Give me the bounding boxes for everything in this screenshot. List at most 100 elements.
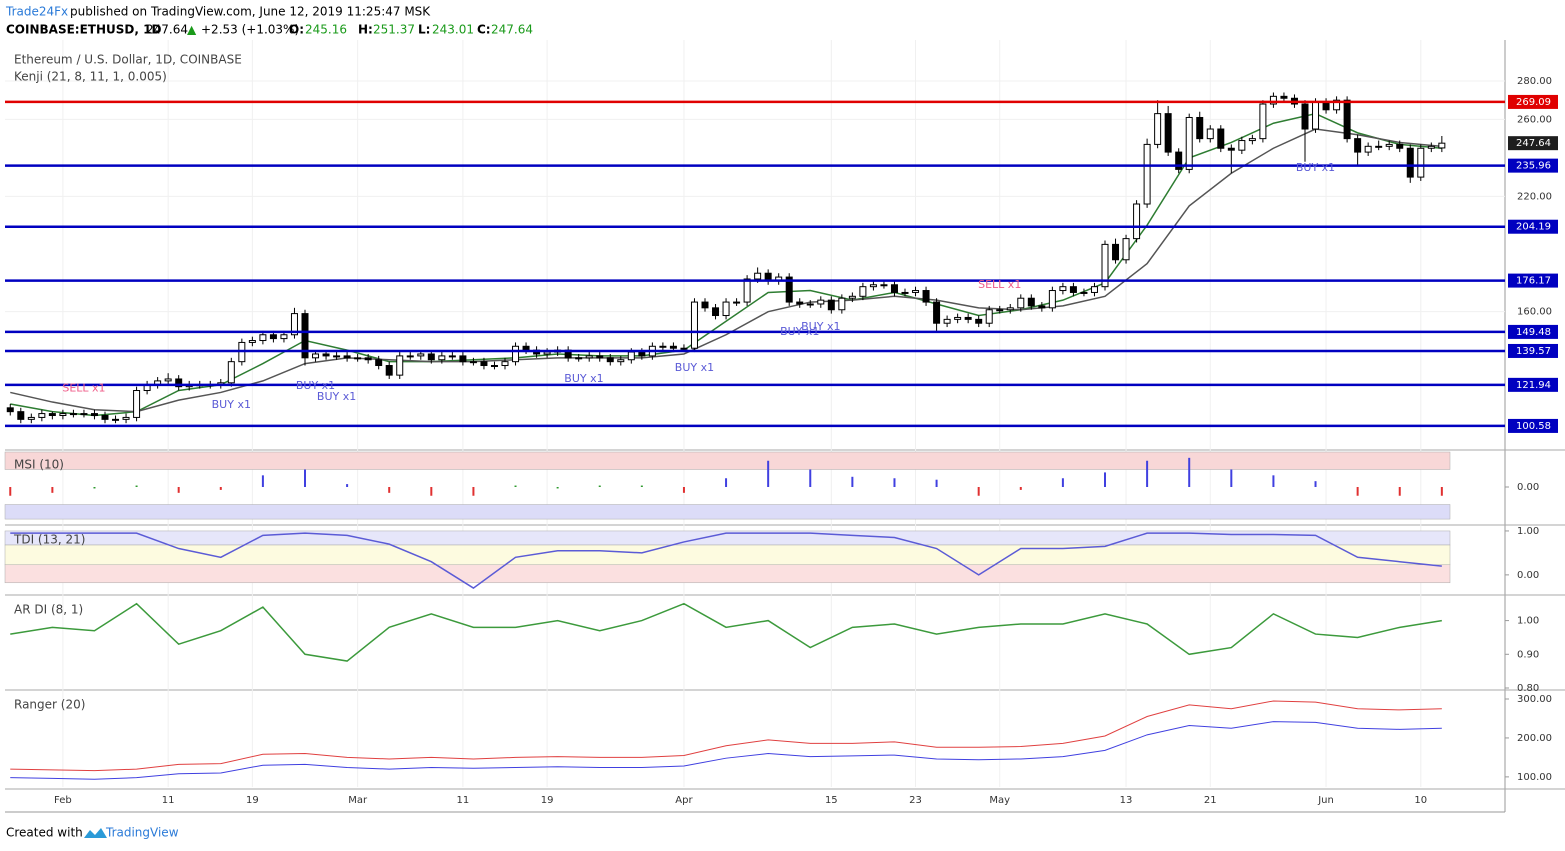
- candle-body: [585, 355, 593, 359]
- candle-body: [975, 318, 983, 324]
- candle-body: [480, 361, 488, 367]
- candle-body: [280, 334, 288, 340]
- signal-label: BUY x1: [296, 379, 335, 392]
- histogram-bar: [261, 475, 264, 487]
- candle-body: [522, 345, 530, 351]
- y-tick-label: 200.00: [1517, 733, 1552, 744]
- histogram-bar: [472, 487, 475, 496]
- x-tick-label: 13: [1120, 795, 1133, 806]
- histogram-bar: [1314, 481, 1317, 487]
- band: [4, 504, 1451, 520]
- candle-body: [1038, 305, 1046, 309]
- candle-body: [627, 351, 635, 361]
- candle-body: [1154, 113, 1162, 145]
- histogram-bar: [682, 487, 685, 493]
- histogram-bar: [51, 487, 54, 493]
- brand: Trade24Fx: [5, 5, 68, 19]
- published: published on TradingView.com, June 12, 2…: [70, 5, 431, 19]
- candle-body: [122, 416, 130, 420]
- y-tick-label: 0.00: [1517, 482, 1539, 493]
- last: 247.64: [146, 23, 188, 37]
- candle-body: [1133, 203, 1141, 240]
- histogram-bar: [388, 487, 391, 493]
- candle-body: [469, 361, 477, 364]
- histogram-bar: [1061, 478, 1064, 487]
- candle-body: [354, 357, 362, 360]
- candle-body: [80, 413, 88, 416]
- histogram-bar: [598, 485, 601, 487]
- histogram-bar: [977, 487, 980, 496]
- x-tick-label: 21: [1204, 795, 1217, 806]
- level-label: 235.96: [1516, 161, 1551, 172]
- histogram-bar: [725, 478, 728, 487]
- candle-body: [996, 309, 1004, 312]
- y-tick-label: 220.00: [1517, 191, 1552, 202]
- histogram-bar: [851, 476, 854, 487]
- candle-body: [406, 355, 414, 358]
- candle-body: [164, 378, 172, 382]
- level-tag: [1508, 273, 1558, 288]
- histogram-bar: [1104, 472, 1106, 487]
- candle-body: [375, 359, 383, 367]
- x-tick-label: 11: [457, 795, 470, 806]
- candle-body: [512, 345, 520, 363]
- pane-title: AR DI (8, 1): [14, 603, 83, 617]
- x-tick-label: 11: [162, 795, 175, 806]
- x-tick-label: Jun: [1317, 795, 1334, 806]
- candle-body: [596, 355, 604, 359]
- candle-body: [501, 361, 509, 367]
- ohlc-label: L:: [418, 23, 430, 37]
- x-tick-label: Mar: [348, 795, 368, 806]
- candle-body: [38, 413, 46, 418]
- level-label: 139.57: [1516, 346, 1551, 357]
- x-tick-label: 19: [541, 795, 554, 806]
- candle-body: [1059, 286, 1067, 292]
- level-label: 100.58: [1516, 421, 1551, 432]
- candle-body: [1385, 143, 1393, 147]
- candle-body: [1017, 297, 1025, 309]
- candle-body: [438, 355, 446, 361]
- arrow: ▲: [187, 23, 197, 37]
- candle-body: [1185, 116, 1193, 170]
- candle-body: [1354, 138, 1362, 153]
- histogram-bar: [304, 469, 306, 487]
- candle-body: [248, 340, 256, 343]
- ohlc-label: O:: [289, 23, 304, 37]
- level-tag: [1508, 343, 1558, 358]
- candle-body: [227, 361, 235, 384]
- candle-body: [1175, 151, 1183, 170]
- y-tick-label: 280.00: [1517, 76, 1552, 87]
- histogram-bar: [809, 469, 812, 487]
- candle-body: [543, 351, 551, 355]
- pane-title: Ranger (20): [14, 698, 85, 712]
- histogram-bar: [346, 484, 349, 487]
- histogram-bar: [1272, 475, 1275, 487]
- candle-body: [680, 347, 688, 350]
- candle-body: [964, 316, 972, 320]
- level-tag: [1508, 324, 1558, 339]
- histogram-bar: [556, 487, 559, 489]
- candle-body: [333, 355, 341, 358]
- y-tick-label: 0.90: [1517, 649, 1539, 660]
- candle-body: [90, 413, 98, 417]
- candle-body: [754, 272, 762, 280]
- candle-body: [1259, 103, 1267, 140]
- candle-body: [1048, 290, 1056, 309]
- last-price-label: 247.64: [1516, 138, 1551, 149]
- candle-body: [659, 345, 667, 348]
- candle-body: [259, 334, 267, 342]
- footer-created: Created with: [6, 826, 83, 840]
- candle-body: [1269, 95, 1277, 105]
- candle-body: [922, 290, 930, 303]
- level-tag: [1508, 377, 1558, 392]
- candle-body: [1333, 99, 1341, 111]
- candle-body: [690, 301, 698, 349]
- histogram-bar: [430, 487, 433, 496]
- candle-body: [301, 313, 309, 359]
- x-tick-label: 10: [1414, 795, 1427, 806]
- candle-body: [880, 284, 888, 287]
- candle-body: [1090, 286, 1098, 293]
- candle-body: [1227, 147, 1235, 151]
- level-label: 149.48: [1516, 327, 1551, 338]
